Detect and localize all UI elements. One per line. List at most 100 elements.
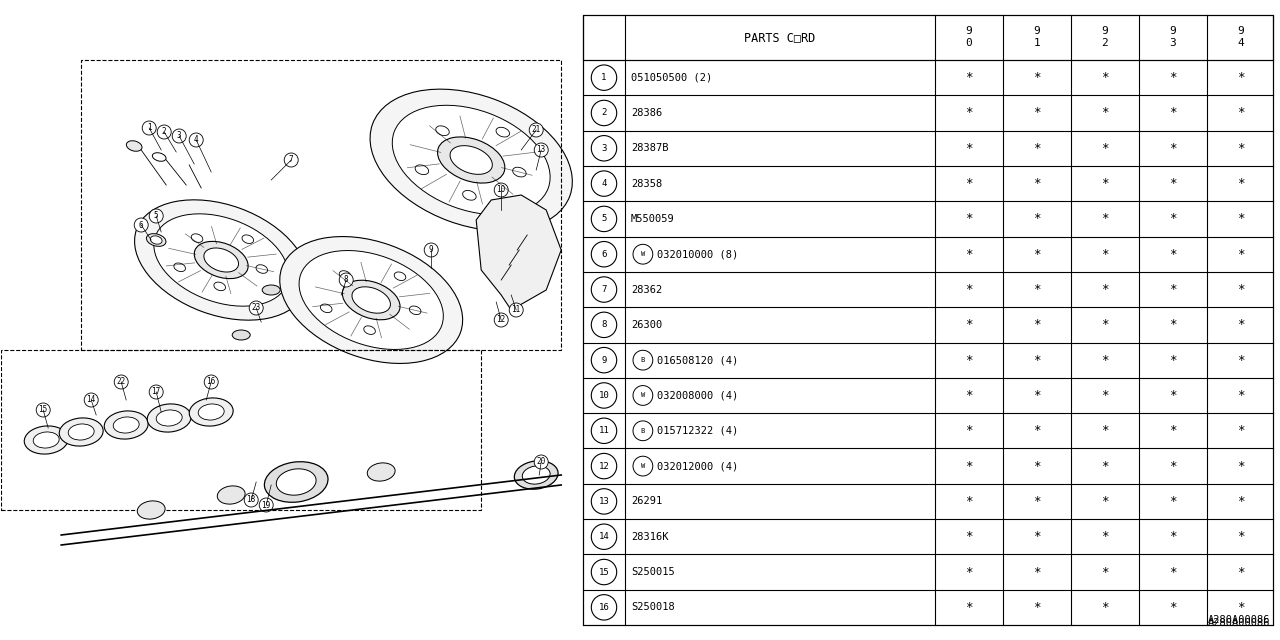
Text: *: * bbox=[965, 354, 973, 367]
Text: *: * bbox=[965, 530, 973, 543]
Text: 9: 9 bbox=[1034, 26, 1041, 36]
Text: *: * bbox=[1238, 71, 1244, 84]
Text: *: * bbox=[1238, 601, 1244, 614]
Ellipse shape bbox=[195, 241, 248, 278]
Text: *: * bbox=[1101, 71, 1108, 84]
Ellipse shape bbox=[256, 265, 268, 273]
Circle shape bbox=[189, 133, 204, 147]
Text: 2: 2 bbox=[1102, 38, 1108, 49]
Text: 9: 9 bbox=[1238, 26, 1244, 36]
Text: *: * bbox=[1169, 177, 1176, 190]
Circle shape bbox=[157, 125, 172, 139]
Ellipse shape bbox=[204, 248, 238, 272]
Ellipse shape bbox=[150, 236, 163, 244]
Text: A280A00086: A280A00086 bbox=[1207, 618, 1270, 628]
Ellipse shape bbox=[394, 272, 406, 280]
Text: 5: 5 bbox=[602, 214, 607, 223]
Text: *: * bbox=[965, 248, 973, 260]
Ellipse shape bbox=[156, 410, 182, 426]
Text: *: * bbox=[1033, 460, 1041, 472]
Text: 032008000 (4): 032008000 (4) bbox=[657, 390, 739, 401]
Text: B: B bbox=[641, 428, 645, 434]
Text: *: * bbox=[1101, 212, 1108, 225]
Text: *: * bbox=[1101, 318, 1108, 332]
Text: *: * bbox=[1238, 354, 1244, 367]
Ellipse shape bbox=[146, 234, 166, 246]
Text: S250015: S250015 bbox=[631, 567, 675, 577]
Text: *: * bbox=[1169, 424, 1176, 437]
Ellipse shape bbox=[33, 432, 59, 448]
Text: 4: 4 bbox=[602, 179, 607, 188]
Ellipse shape bbox=[137, 501, 165, 519]
Text: 22: 22 bbox=[116, 378, 125, 387]
Text: *: * bbox=[1169, 212, 1176, 225]
Text: 13: 13 bbox=[536, 145, 545, 154]
Ellipse shape bbox=[342, 280, 401, 320]
Text: *: * bbox=[1169, 318, 1176, 332]
Circle shape bbox=[150, 209, 164, 223]
Text: 17: 17 bbox=[151, 387, 161, 397]
Text: 23: 23 bbox=[252, 303, 261, 312]
Circle shape bbox=[534, 455, 548, 469]
Text: 13: 13 bbox=[599, 497, 609, 506]
Text: *: * bbox=[1033, 106, 1041, 120]
Text: *: * bbox=[1238, 318, 1244, 332]
Text: *: * bbox=[1169, 248, 1176, 260]
Ellipse shape bbox=[320, 304, 332, 312]
Text: *: * bbox=[1033, 248, 1041, 260]
Text: *: * bbox=[1101, 495, 1108, 508]
Text: 16: 16 bbox=[599, 603, 609, 612]
Ellipse shape bbox=[276, 469, 316, 495]
Ellipse shape bbox=[513, 167, 526, 177]
Text: *: * bbox=[1033, 177, 1041, 190]
Text: *: * bbox=[1169, 530, 1176, 543]
Circle shape bbox=[259, 498, 273, 512]
Text: *: * bbox=[1101, 248, 1108, 260]
Text: 15: 15 bbox=[38, 406, 47, 415]
Text: 28362: 28362 bbox=[631, 285, 662, 294]
Text: 032012000 (4): 032012000 (4) bbox=[657, 461, 739, 471]
Ellipse shape bbox=[68, 424, 95, 440]
Text: *: * bbox=[1033, 566, 1041, 579]
Ellipse shape bbox=[104, 411, 148, 439]
Text: 3: 3 bbox=[177, 131, 182, 141]
Text: *: * bbox=[1238, 495, 1244, 508]
Text: 28358: 28358 bbox=[631, 179, 662, 189]
Text: 6: 6 bbox=[140, 221, 143, 230]
Ellipse shape bbox=[198, 404, 224, 420]
Ellipse shape bbox=[435, 126, 449, 136]
Text: *: * bbox=[1033, 495, 1041, 508]
Text: *: * bbox=[1101, 460, 1108, 472]
Text: *: * bbox=[1238, 248, 1244, 260]
Text: *: * bbox=[1169, 460, 1176, 472]
Text: *: * bbox=[1033, 354, 1041, 367]
Text: *: * bbox=[965, 177, 973, 190]
Text: *: * bbox=[1238, 530, 1244, 543]
Text: W: W bbox=[641, 252, 645, 257]
Text: M550059: M550059 bbox=[631, 214, 675, 224]
Text: 5: 5 bbox=[154, 211, 159, 221]
Text: *: * bbox=[965, 495, 973, 508]
Text: W: W bbox=[641, 392, 645, 399]
Circle shape bbox=[284, 153, 298, 167]
Text: 8: 8 bbox=[344, 275, 348, 285]
Text: *: * bbox=[1101, 601, 1108, 614]
Text: *: * bbox=[1101, 354, 1108, 367]
Circle shape bbox=[424, 243, 438, 257]
Text: W: W bbox=[641, 463, 645, 469]
Text: *: * bbox=[965, 283, 973, 296]
Ellipse shape bbox=[300, 250, 443, 349]
Text: *: * bbox=[965, 601, 973, 614]
Ellipse shape bbox=[297, 476, 325, 494]
Text: 1: 1 bbox=[602, 73, 607, 82]
Text: *: * bbox=[1169, 389, 1176, 402]
Ellipse shape bbox=[522, 466, 550, 484]
Ellipse shape bbox=[113, 417, 140, 433]
Ellipse shape bbox=[214, 282, 225, 291]
Text: 9: 9 bbox=[1102, 26, 1108, 36]
Text: *: * bbox=[1101, 424, 1108, 437]
Circle shape bbox=[114, 375, 128, 389]
Text: *: * bbox=[1169, 71, 1176, 84]
Text: *: * bbox=[1033, 71, 1041, 84]
Text: *: * bbox=[965, 318, 973, 332]
